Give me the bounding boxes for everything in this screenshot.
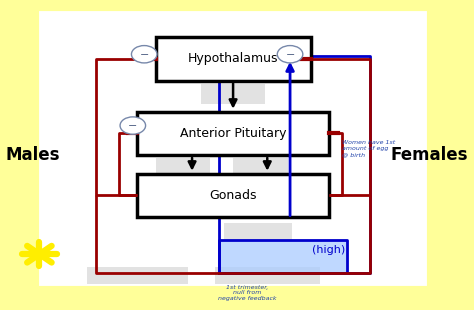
Circle shape <box>120 117 146 134</box>
FancyBboxPatch shape <box>201 84 265 104</box>
Text: Females: Females <box>390 146 468 164</box>
FancyBboxPatch shape <box>233 158 288 175</box>
Text: 1st trimester,
null from
negative feedback: 1st trimester, null from negative feedba… <box>218 285 276 301</box>
FancyBboxPatch shape <box>224 223 292 240</box>
FancyBboxPatch shape <box>155 37 310 81</box>
Text: Anterior Pituitary: Anterior Pituitary <box>180 127 286 140</box>
Circle shape <box>277 46 303 63</box>
FancyBboxPatch shape <box>215 267 319 284</box>
Polygon shape <box>219 240 347 273</box>
FancyBboxPatch shape <box>137 174 329 217</box>
Text: −: − <box>139 50 149 60</box>
FancyBboxPatch shape <box>155 158 210 175</box>
FancyBboxPatch shape <box>37 9 429 288</box>
FancyBboxPatch shape <box>87 267 188 284</box>
Text: −: − <box>128 121 137 131</box>
Circle shape <box>131 46 157 63</box>
FancyBboxPatch shape <box>137 112 329 155</box>
Text: (high): (high) <box>312 245 346 255</box>
Text: Males: Males <box>5 146 60 164</box>
Text: −: − <box>285 50 295 60</box>
Text: Hypothalamus: Hypothalamus <box>188 52 278 65</box>
Text: Gonads: Gonads <box>210 189 257 202</box>
Text: Women have 1st
amount of egg
@ birth: Women have 1st amount of egg @ birth <box>343 140 396 157</box>
